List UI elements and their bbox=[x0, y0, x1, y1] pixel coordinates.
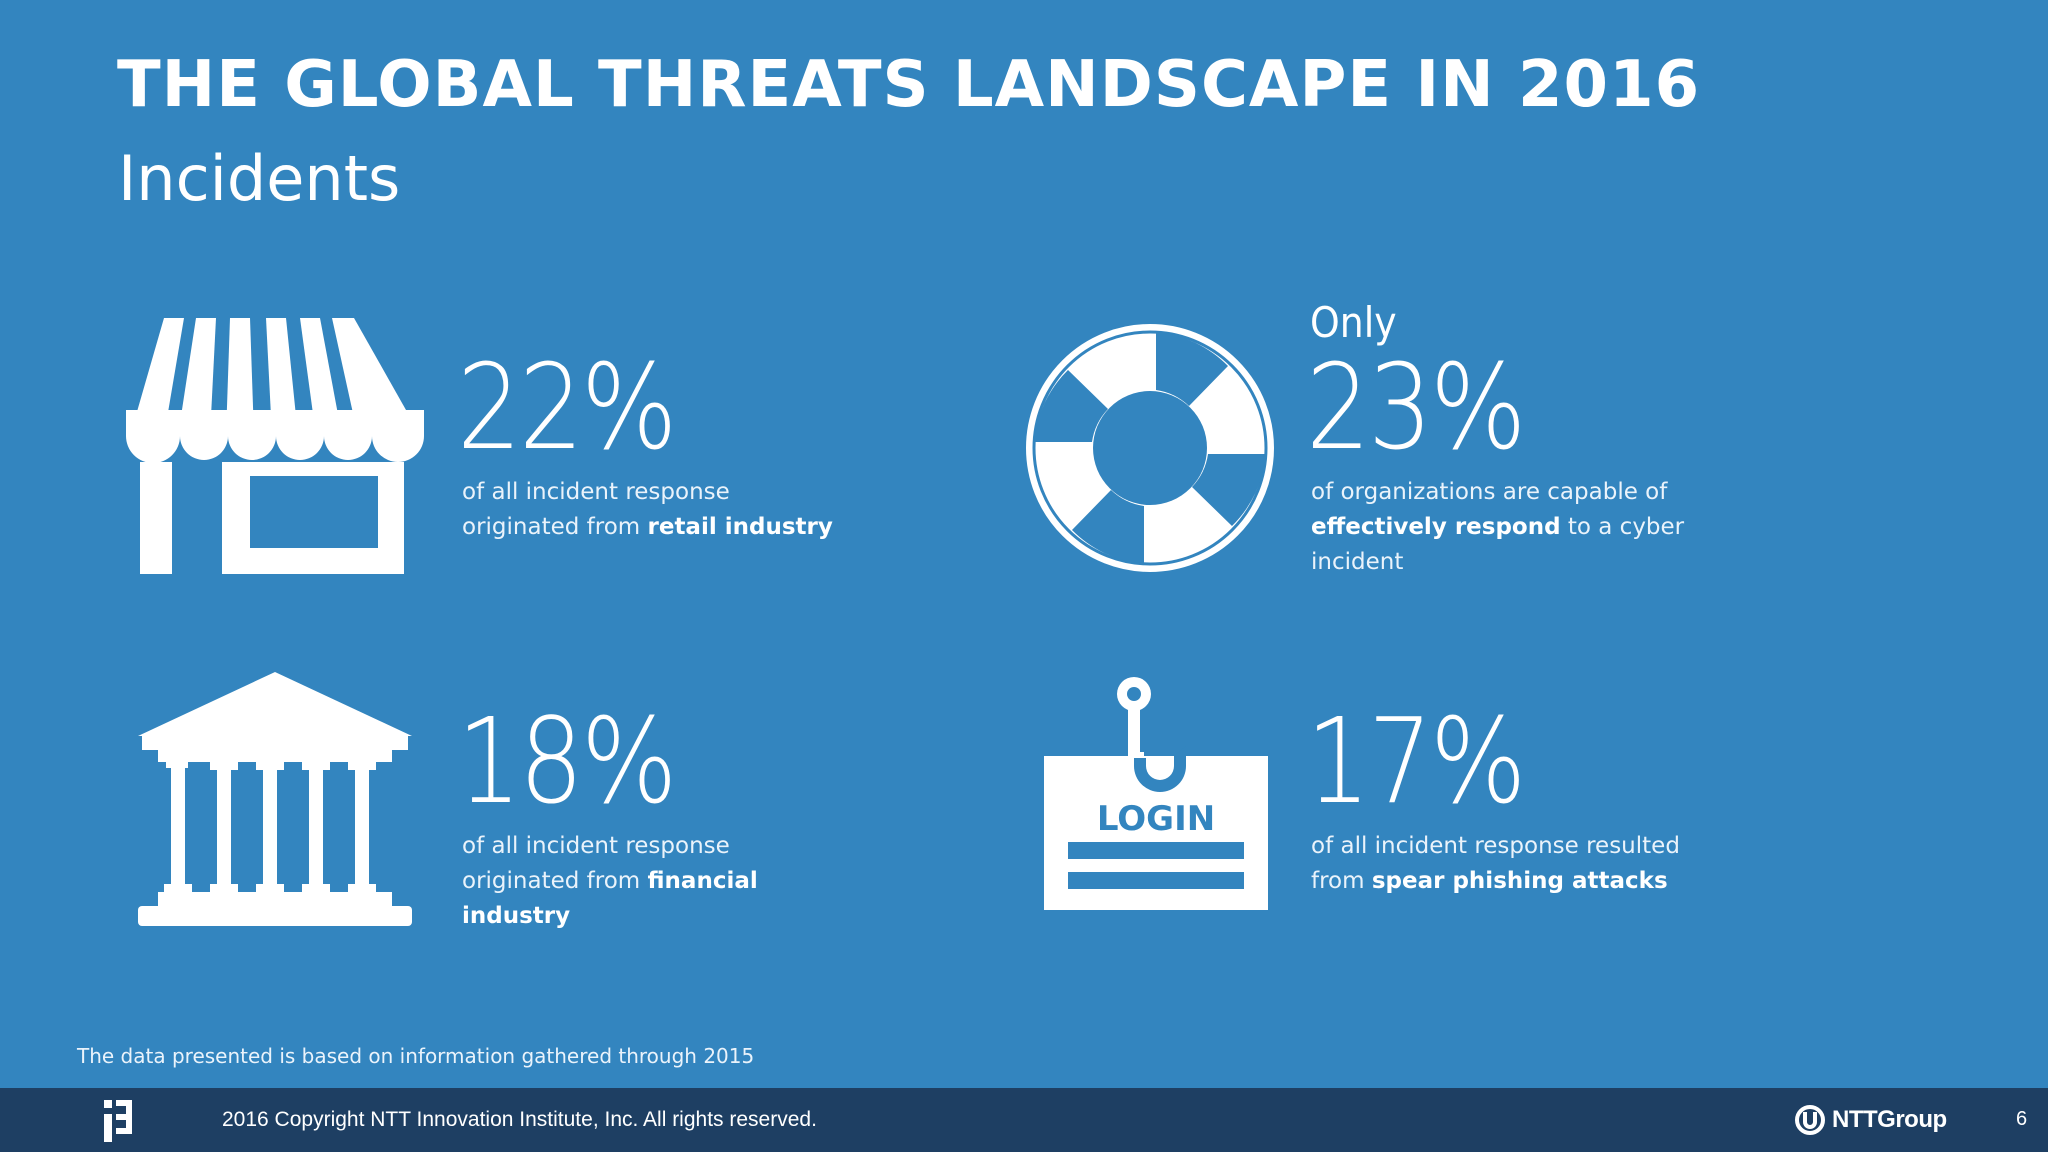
stat-phishing-line1: of all incident response resulted bbox=[1311, 833, 1680, 859]
stat-financial-value: 18% bbox=[457, 692, 677, 830]
stat-phishing-value: 17% bbox=[1306, 692, 1526, 830]
phishing-login-icon: LOGIN bbox=[1044, 677, 1268, 910]
stat-response-line2: effectively respond to a cyber bbox=[1311, 514, 1685, 540]
page-subtitle: Incidents bbox=[118, 142, 401, 215]
bank-icon bbox=[138, 672, 412, 926]
ntt-i3-logo-icon bbox=[104, 1100, 132, 1142]
login-label: LOGIN bbox=[1097, 799, 1215, 839]
stat-phishing-line2: from spear phishing attacks bbox=[1311, 868, 1668, 894]
lifebuoy-icon bbox=[1026, 324, 1274, 572]
ntt-group-logo: NTTGroup bbox=[1794, 1105, 1947, 1135]
footer-copyright: 2016 Copyright NTT Innovation Institute,… bbox=[222, 1108, 817, 1131]
stat-response-prefix: Only bbox=[1310, 298, 1397, 347]
stat-retail-line2: originated from retail industry bbox=[462, 514, 833, 540]
stat-financial-description: of all incident response originated from… bbox=[462, 829, 758, 934]
stat-retail-description: of all incident response originated from… bbox=[462, 475, 833, 545]
stat-retail-value: 22% bbox=[457, 338, 677, 476]
storefront-icon bbox=[126, 318, 424, 574]
stat-retail-line1: of all incident response bbox=[462, 479, 730, 505]
stat-financial-line3: industry bbox=[462, 903, 571, 929]
stat-response-line3: incident bbox=[1311, 549, 1404, 575]
stat-financial-line2: originated from financial bbox=[462, 868, 758, 894]
footer-bar: 2016 Copyright NTT Innovation Institute,… bbox=[0, 1088, 2048, 1152]
stat-phishing-description: of all incident response resulted from s… bbox=[1311, 829, 1680, 899]
footnote: The data presented is based on informati… bbox=[77, 1044, 755, 1068]
page-number: 6 bbox=[2016, 1108, 2028, 1130]
page-title: THE GLOBAL THREATS LANDSCAPE IN 2016 bbox=[117, 48, 1701, 122]
ntt-logo-icon bbox=[1795, 1105, 1825, 1135]
brand-name: NTTGroup bbox=[1832, 1106, 1947, 1133]
stat-response-value: 23% bbox=[1306, 338, 1526, 476]
stat-response-description: of organizations are capable of effectiv… bbox=[1311, 475, 1684, 580]
stat-financial-line1: of all incident response bbox=[462, 833, 730, 859]
stat-response-line1: of organizations are capable of bbox=[1311, 479, 1668, 505]
